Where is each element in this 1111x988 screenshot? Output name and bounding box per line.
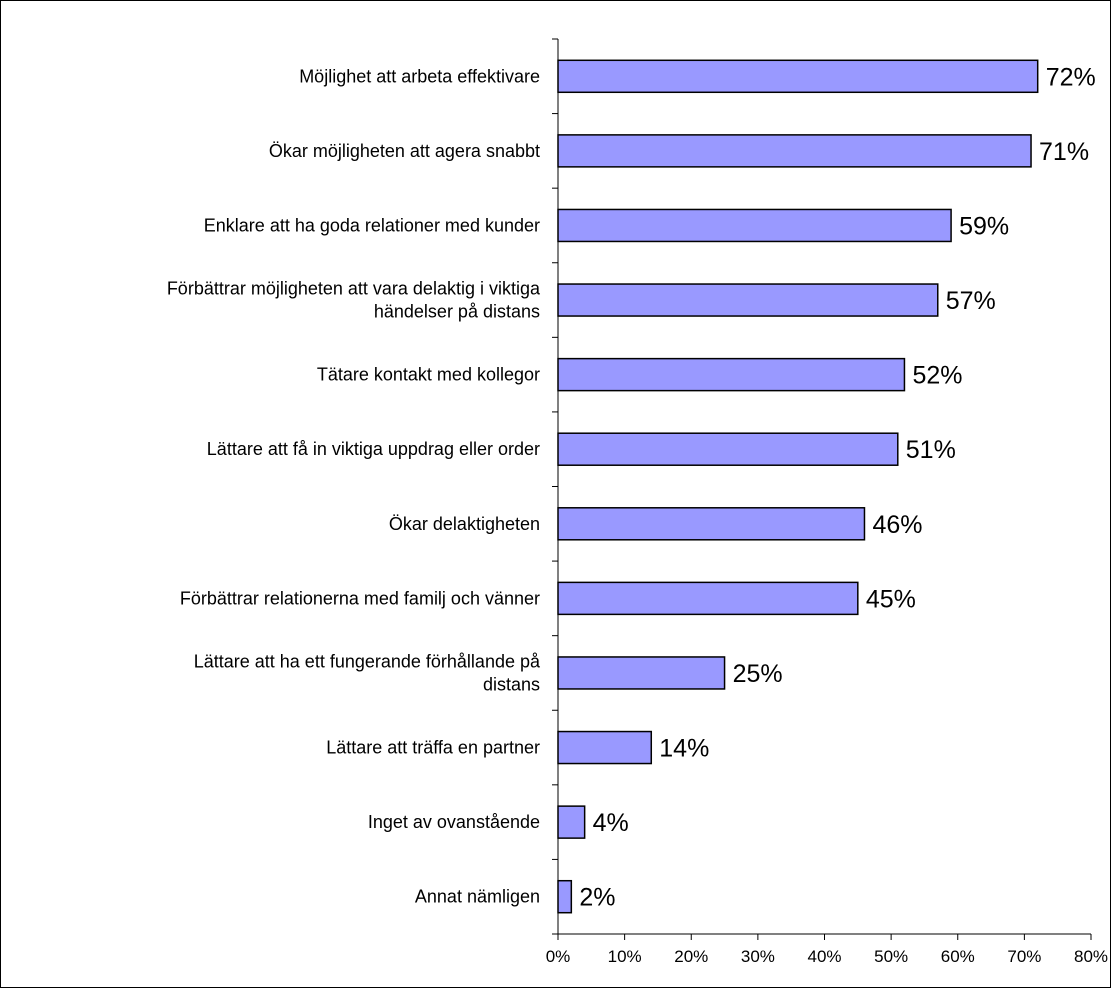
category-label-line: Lättare att träffa en partner — [326, 738, 540, 758]
data-label: 2% — [579, 884, 615, 912]
category-label-line: Lättare att ha ett fungerande förhålland… — [194, 651, 541, 671]
data-label: 4% — [593, 809, 629, 837]
category-label-line: Lättare att få in viktiga uppdrag eller … — [207, 439, 540, 459]
x-tick-label: 50% — [874, 947, 908, 966]
data-label: 71% — [1039, 138, 1089, 166]
data-label: 45% — [866, 585, 916, 613]
category-label-line: Tätare kontakt med kollegor — [317, 365, 540, 385]
bar — [557, 357, 906, 392]
category-label-line: Ökar möjligheten att agera snabbt — [269, 141, 540, 161]
category-label: Lättare att få in viktiga uppdrag eller … — [207, 439, 540, 459]
category-label-line: Annat nämligen — [415, 887, 540, 907]
x-tick-label: 60% — [941, 947, 975, 966]
category-label: Inget av ovanstående — [368, 812, 540, 832]
category-label-line: Ökar delaktigheten — [389, 514, 540, 534]
data-label: 25% — [733, 660, 783, 688]
data-label: 72% — [1046, 63, 1096, 91]
bar — [557, 283, 939, 317]
category-label-line: Förbättrar relationerna med familj och v… — [180, 588, 540, 608]
category-label-line: händelser på distans — [374, 302, 540, 322]
x-tick-label: 10% — [608, 947, 642, 966]
x-tick-label: 0% — [546, 947, 571, 966]
category-label: Förbättrar relationerna med familj och v… — [180, 588, 540, 608]
category-label: Ökar möjligheten att agera snabbt — [269, 141, 540, 161]
data-label: 51% — [906, 436, 956, 464]
category-label-line: Enklare att ha goda relationer med kunde… — [204, 215, 540, 235]
x-tick-label: 80% — [1074, 947, 1108, 966]
category-label: Förbättrar möjligheten att vara delaktig… — [167, 279, 541, 322]
bar — [557, 507, 866, 541]
category-label: Lättare att ha ett fungerande förhålland… — [194, 651, 541, 694]
bar — [557, 805, 586, 839]
category-label: Enklare att ha goda relationer med kunde… — [204, 215, 540, 235]
bar — [557, 879, 573, 914]
data-label: 14% — [659, 735, 709, 763]
bar — [557, 581, 859, 616]
category-label-line: distans — [483, 674, 540, 694]
category-label-line: Möjlighet att arbeta effektivare — [299, 66, 540, 86]
category-label: Ökar delaktigheten — [389, 514, 540, 534]
x-tick-label: 70% — [1007, 947, 1041, 966]
bar — [557, 432, 899, 466]
bar — [557, 208, 952, 243]
category-label: Annat nämligen — [415, 887, 540, 907]
data-label: 57% — [946, 287, 996, 315]
category-label: Lättare att träffa en partner — [326, 738, 540, 758]
category-label-line: Förbättrar möjligheten att vara delaktig… — [167, 279, 541, 299]
category-label-line: Inget av ovanstående — [368, 812, 540, 832]
bar — [557, 59, 1039, 94]
data-label: 59% — [959, 212, 1009, 240]
x-tick-label: 30% — [741, 947, 775, 966]
x-tick-label: 20% — [674, 947, 708, 966]
category-label: Möjlighet att arbeta effektivare — [299, 66, 540, 86]
data-label: 46% — [872, 511, 922, 539]
bar — [557, 134, 1032, 168]
bar — [557, 730, 653, 765]
category-label: Tätare kontakt med kollegor — [317, 365, 540, 385]
bar — [557, 656, 726, 690]
data-label: 52% — [912, 362, 962, 390]
x-tick-label: 40% — [807, 947, 841, 966]
